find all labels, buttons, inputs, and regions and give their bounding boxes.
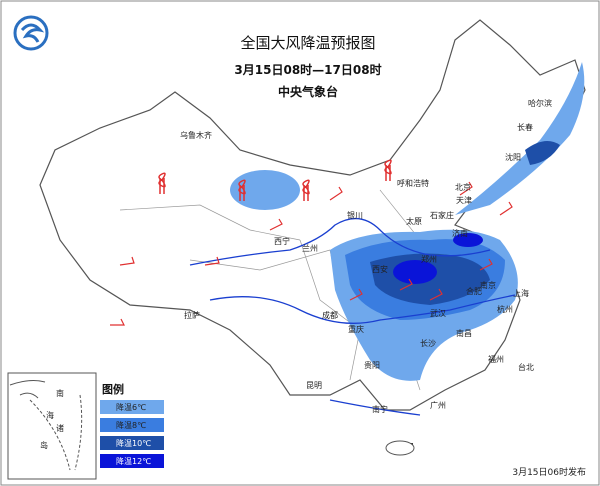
city-label: 合肥 bbox=[466, 286, 482, 296]
cooling-area-12 bbox=[453, 233, 483, 247]
city-label: 乌鲁木齐 bbox=[180, 130, 212, 140]
inset-label: 诸 bbox=[56, 424, 64, 433]
city-label: 西安 bbox=[372, 264, 388, 274]
south-china-sea-inset: 南 海 诸 岛 bbox=[7, 372, 97, 480]
city-label: 天津 bbox=[456, 195, 472, 205]
cooling-area-12 bbox=[393, 260, 437, 284]
city-label: 广州 bbox=[430, 400, 446, 410]
logo bbox=[13, 15, 49, 51]
wind-barbs bbox=[110, 181, 513, 326]
city-label: 杭州 bbox=[497, 304, 513, 314]
sandstorm-symbols bbox=[158, 159, 392, 201]
city-label: 长春 bbox=[517, 122, 533, 132]
city-label: 兰州 bbox=[302, 243, 318, 253]
legend-swatch bbox=[100, 436, 164, 450]
legend-item: 降温12℃ bbox=[116, 456, 151, 466]
pearl-river bbox=[329, 399, 421, 416]
city-label: 台北 bbox=[518, 362, 534, 372]
city-label: 福州 bbox=[488, 355, 504, 364]
legend-title: 图例 bbox=[102, 382, 124, 396]
issuer: 中央气象台 bbox=[278, 84, 338, 99]
city-label: 济南 bbox=[452, 228, 468, 238]
city-label: 哈尔滨 bbox=[528, 98, 552, 108]
legend-item: 降温10℃ bbox=[116, 438, 151, 448]
footer: 3月15日06时发布 bbox=[512, 466, 586, 478]
city-label: 重庆 bbox=[348, 324, 364, 334]
period: 3月15日08时—17日08时 bbox=[234, 62, 381, 77]
cooling-area-10 bbox=[525, 141, 560, 165]
city-label: 昆明 bbox=[306, 381, 322, 390]
inset-label: 海 bbox=[46, 410, 54, 420]
legend-item: 降温8℃ bbox=[116, 420, 146, 430]
city-label: 上海 bbox=[513, 288, 529, 298]
cooling-area-6 bbox=[455, 62, 585, 215]
hainan bbox=[385, 440, 415, 456]
yangtze-river bbox=[209, 294, 516, 324]
city-labels: 乌鲁木齐 哈尔滨 长春 沈阳 呼和浩特 北京 天津 石家庄 太原 银川 兰州 西… bbox=[180, 98, 552, 451]
cooling-area-6 bbox=[230, 170, 300, 210]
title: 全国大风降温预报图 bbox=[240, 34, 375, 52]
city-label: 太原 bbox=[406, 216, 422, 226]
inset-label: 南 bbox=[56, 388, 64, 398]
city-label: 北京 bbox=[455, 182, 471, 192]
city-label: 武汉 bbox=[430, 308, 446, 318]
legend-item: 降温6℃ bbox=[116, 402, 146, 412]
legend-swatch bbox=[100, 400, 164, 414]
inset-label: 岛 bbox=[40, 440, 48, 450]
city-label: 拉萨 bbox=[184, 310, 200, 320]
city-label: 沈阳 bbox=[505, 152, 521, 162]
city-label: 长沙 bbox=[420, 338, 436, 348]
city-label: 银川 bbox=[347, 210, 363, 220]
city-label: 西宁 bbox=[274, 236, 290, 246]
legend-swatch bbox=[100, 418, 164, 432]
yellow-river bbox=[189, 218, 491, 266]
city-label: 成都 bbox=[322, 310, 338, 320]
city-label: 南京 bbox=[480, 280, 496, 290]
city-label: 贵阳 bbox=[364, 360, 380, 370]
city-label: 南宁 bbox=[372, 404, 388, 414]
city-label: 南昌 bbox=[456, 328, 472, 338]
legend: 图例 降温6℃ 降温8℃ 降温10℃ 降温12℃ bbox=[100, 382, 164, 468]
city-label: 石家庄 bbox=[430, 210, 454, 220]
city-label: 呼和浩特 bbox=[397, 178, 429, 188]
city-label: 郑州 bbox=[421, 254, 437, 264]
legend-swatch bbox=[100, 454, 164, 468]
